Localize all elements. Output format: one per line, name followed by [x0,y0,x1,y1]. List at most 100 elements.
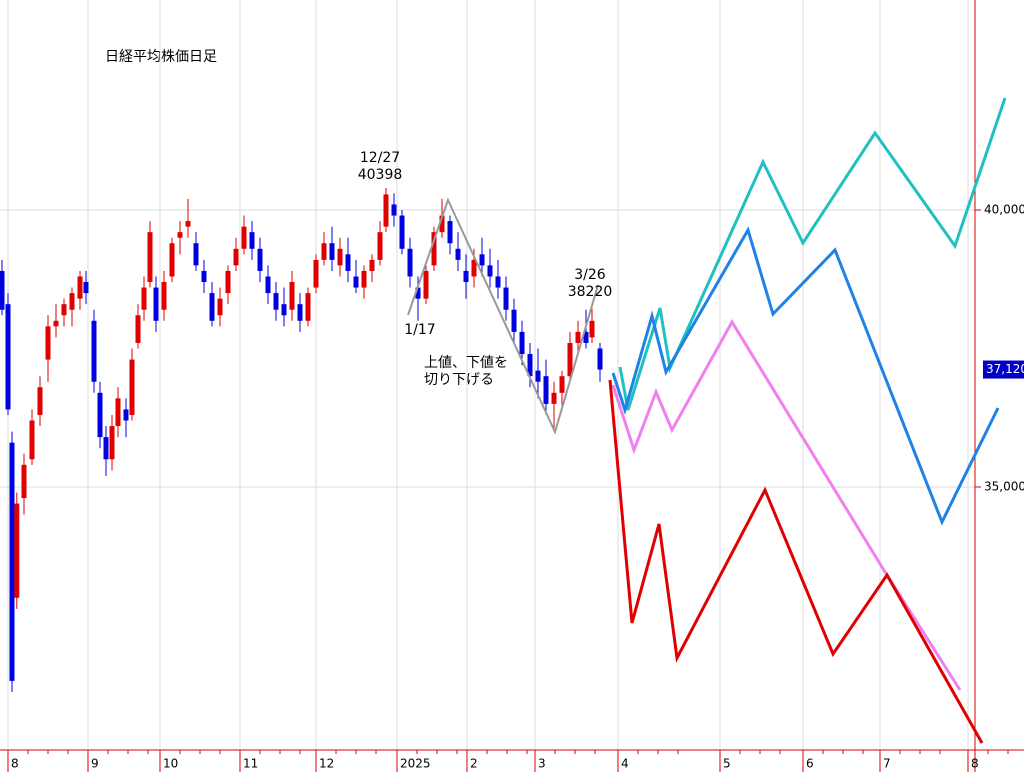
candle-body [141,287,147,310]
candle-body [479,254,485,266]
x-tick-label: 5 [723,757,731,771]
candle-body [399,215,405,249]
candle-body [495,276,501,288]
candle-body [471,259,477,277]
chart-title: 日経平均株価日足 [105,49,217,65]
candle-body [597,348,603,370]
candle-body [535,370,541,382]
candle-body [329,243,335,260]
candle-body [45,326,51,360]
candle-body [559,376,565,393]
candle-body [439,215,445,233]
candle-body [169,243,175,277]
x-tick-label: 2025 [400,757,431,771]
candle-body [217,298,223,316]
candle-body [527,354,533,377]
candle-body [129,359,135,415]
x-tick-label: 11 [243,757,258,771]
candle-body [29,420,35,460]
candle-body [0,270,5,310]
candle-body [91,320,97,382]
candle-body [201,270,207,283]
candle-body [103,437,109,460]
candle-body [37,387,43,415]
candle-body [53,320,59,327]
x-tick-label: 9 [91,757,99,771]
candle-body [305,293,311,321]
candle-body [273,293,279,310]
candle-body [61,304,67,316]
candle-body [361,270,367,288]
annotation: 切り下げる [424,372,494,388]
candle-body [5,304,11,410]
candle-body [14,503,20,598]
candle-body [147,232,153,283]
candle-body [233,248,239,266]
x-tick-label: 10 [163,757,178,771]
x-tick-label: 3 [538,757,546,771]
candle-body [69,293,75,310]
annotation: 40398 [358,167,403,183]
candle-body [589,320,595,338]
y-tick-label: 40,000 [984,203,1024,217]
trend-line [407,197,599,435]
candle-body [321,243,327,260]
candle-body [193,243,199,266]
y-tick-label: 35,000 [984,479,1024,493]
candle-body [153,287,159,321]
candle-body [115,398,121,427]
candle-body [415,287,421,299]
candle-body [487,265,493,277]
candle-body [353,276,359,288]
candle-body [345,254,351,271]
candle-body [383,194,389,227]
candle-body [77,276,83,299]
scenario-line [618,97,1007,411]
candle-body [297,304,303,321]
x-tick-label: 2 [470,757,478,771]
scenario-line [611,319,962,691]
candle-body [377,232,383,260]
candle-body [209,293,215,321]
candle-body [225,270,231,294]
candle-body [313,259,319,288]
candle-body [9,442,15,681]
candle-body [575,331,581,343]
candle-body [463,270,469,283]
candle-body [431,232,437,266]
candle-body [281,304,287,316]
x-tick-label: 7 [883,757,891,771]
candle-body [83,282,89,294]
x-tick-label: 12 [319,757,334,771]
candle-body [567,342,573,377]
candle-body [97,392,103,438]
candle-body [407,248,413,277]
candle-body [257,248,263,271]
last-price-tag [983,360,1024,379]
annotation: 3/26 [574,267,606,283]
candle-body [249,232,255,249]
candle-body [391,204,397,216]
candle-body [543,376,549,404]
candle-body [455,248,461,260]
candle-body [503,287,509,310]
candle-body [177,232,183,238]
candle-body [369,259,375,271]
candle-body [447,221,453,244]
annotation: 1/17 [404,322,435,338]
candle-body [583,331,589,343]
x-tick-label: 8 [971,757,979,771]
annotation: 12/27 [360,150,400,166]
candle-body [289,282,295,310]
candle-body [265,276,271,294]
candle-body [551,392,557,404]
scenario-line [611,226,1000,526]
candle-body [423,270,429,299]
x-tick-label: 6 [806,757,814,771]
candle-body [135,315,141,343]
candle-body [123,409,129,421]
candle-body [109,426,115,460]
annotation: 上値、下値を [424,355,508,371]
